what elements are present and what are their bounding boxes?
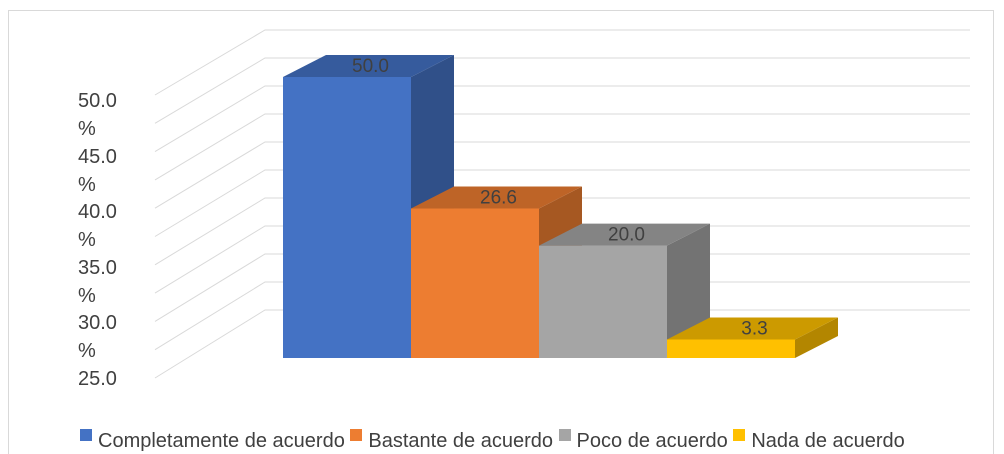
legend-item: Bastante de acuerdo: [350, 429, 558, 452]
bar-front: [411, 208, 539, 358]
bar: [667, 317, 838, 358]
legend-label: Completamente de acuerdo: [98, 430, 345, 452]
bar-top: [411, 186, 582, 209]
bar-top: [667, 317, 838, 340]
data-label: 50.0: [352, 56, 389, 77]
bar-top: [283, 55, 454, 77]
y-tick-label: 35.0 %: [78, 256, 117, 307]
bar-top: [539, 223, 710, 246]
legend-item: Completamente de acuerdo: [80, 429, 350, 452]
y-tick-label: 30.0 %: [78, 312, 117, 362]
grid-line: [154, 29, 970, 96]
bar-side: [795, 317, 838, 358]
legend-label: Bastante de acuerdo: [368, 430, 553, 452]
legend-swatch: [350, 429, 363, 441]
grid-line: [154, 85, 970, 153]
legend-item: Nada de acuerdo: [733, 429, 905, 452]
bar: [539, 223, 710, 358]
grid-line: [154, 141, 970, 209]
bar-front: [539, 245, 667, 358]
grid-line: [154, 225, 970, 294]
legend-swatch: [80, 429, 92, 441]
grid-line: [154, 113, 970, 181]
y-tick-label: 50.0 %: [78, 90, 117, 140]
legend-label: Nada de acuerdo: [751, 430, 905, 452]
grid-line: [154, 169, 970, 237]
y-tick-label: 25.0: [78, 367, 117, 390]
legend-swatch: [733, 429, 746, 441]
grid-line: [154, 309, 970, 379]
grid-line: [154, 57, 970, 124]
legend-item: Poco de acuerdo: [558, 429, 734, 452]
bar-front: [667, 339, 795, 358]
data-label: 3.3: [741, 318, 767, 339]
grid-line: [154, 253, 970, 322]
legend-swatch: [558, 429, 571, 441]
grid-line: [154, 281, 970, 351]
y-tick-label: 45.0 %: [78, 145, 117, 196]
legend: Completamente de acuerdo Bastante de acu…: [80, 427, 980, 454]
chart-frame: [8, 10, 994, 454]
data-label: 20.0: [608, 225, 645, 246]
bar-front: [283, 77, 411, 358]
legend-label: Poco de acuerdo: [576, 430, 728, 452]
y-tick-label: 40.0 %: [78, 201, 117, 251]
data-label: 26.6: [480, 188, 517, 209]
grid-line: [154, 197, 970, 266]
